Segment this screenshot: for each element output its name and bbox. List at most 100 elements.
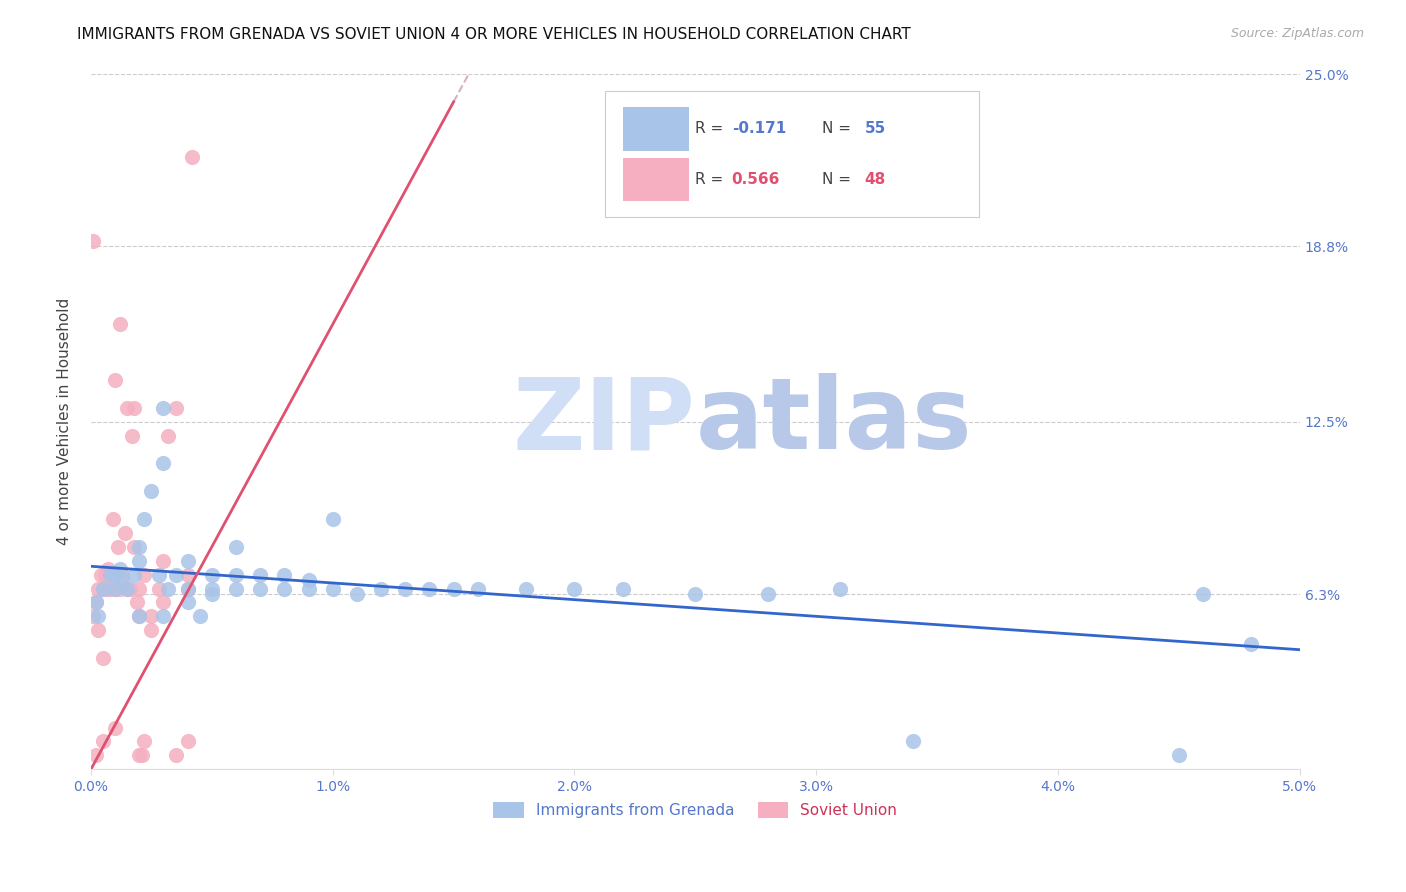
Point xyxy=(225,540,247,554)
Text: -0.171: -0.171 xyxy=(731,120,786,136)
Point xyxy=(322,582,344,596)
Point xyxy=(394,582,416,596)
Point xyxy=(201,567,224,582)
Point xyxy=(346,587,368,601)
Point xyxy=(134,734,156,748)
Point xyxy=(322,512,344,526)
Point xyxy=(115,582,138,596)
Point xyxy=(181,151,204,165)
Point xyxy=(141,484,163,499)
Point xyxy=(108,318,131,332)
Point xyxy=(297,582,319,596)
Text: 48: 48 xyxy=(865,172,886,187)
Point xyxy=(612,582,634,596)
Point xyxy=(104,582,127,596)
Point xyxy=(273,582,295,596)
Point xyxy=(273,567,295,582)
Point xyxy=(128,609,150,624)
Point xyxy=(111,573,134,587)
Point xyxy=(134,512,156,526)
Point xyxy=(84,595,107,609)
Point xyxy=(370,582,392,596)
Text: N =: N = xyxy=(823,172,856,187)
Point xyxy=(87,582,110,596)
Point xyxy=(297,573,319,587)
Point xyxy=(176,582,198,596)
Point xyxy=(901,734,924,748)
Point xyxy=(128,554,150,568)
Point xyxy=(141,609,163,624)
Point xyxy=(121,428,143,442)
Point xyxy=(1192,587,1215,601)
Point xyxy=(176,582,198,596)
Point xyxy=(685,587,707,601)
Point xyxy=(97,582,120,596)
Point xyxy=(418,582,440,596)
Point xyxy=(152,401,174,415)
Point xyxy=(84,748,107,763)
Point xyxy=(128,609,150,624)
Point xyxy=(107,540,129,554)
Point xyxy=(104,373,127,387)
Point xyxy=(176,567,198,582)
Point xyxy=(124,567,146,582)
Point xyxy=(165,401,187,415)
Point xyxy=(131,748,153,763)
Point xyxy=(104,567,127,582)
Point xyxy=(152,456,174,470)
Point xyxy=(97,562,120,576)
FancyBboxPatch shape xyxy=(623,107,689,151)
Point xyxy=(564,582,586,596)
Point xyxy=(148,567,170,582)
Point xyxy=(90,567,112,582)
Point xyxy=(756,587,779,601)
Text: R =: R = xyxy=(696,172,728,187)
Point xyxy=(128,540,150,554)
Point xyxy=(157,582,180,596)
Point xyxy=(128,748,150,763)
Point xyxy=(91,582,114,596)
Point xyxy=(98,567,121,582)
Point xyxy=(124,401,146,415)
Point xyxy=(91,734,114,748)
Text: atlas: atlas xyxy=(696,373,972,470)
Point xyxy=(111,567,134,582)
Point xyxy=(115,582,138,596)
Point xyxy=(467,582,489,596)
Point xyxy=(176,734,198,748)
Point xyxy=(134,567,156,582)
Y-axis label: 4 or more Vehicles in Household: 4 or more Vehicles in Household xyxy=(58,298,72,545)
Text: R =: R = xyxy=(696,120,728,136)
Point xyxy=(443,582,465,596)
Legend: Immigrants from Grenada, Soviet Union: Immigrants from Grenada, Soviet Union xyxy=(488,796,904,824)
Point xyxy=(124,540,146,554)
Point xyxy=(157,428,180,442)
Point xyxy=(98,582,121,596)
Point xyxy=(108,562,131,576)
Text: Source: ZipAtlas.com: Source: ZipAtlas.com xyxy=(1230,27,1364,40)
Point xyxy=(128,582,150,596)
Point xyxy=(141,624,163,638)
Text: 0.566: 0.566 xyxy=(731,172,780,187)
Point xyxy=(152,609,174,624)
Point xyxy=(148,582,170,596)
Point xyxy=(1168,748,1191,763)
Point xyxy=(515,582,537,596)
Point xyxy=(101,512,124,526)
Text: 55: 55 xyxy=(865,120,886,136)
Text: N =: N = xyxy=(823,120,856,136)
Point xyxy=(87,624,110,638)
Point xyxy=(249,582,271,596)
Point xyxy=(165,567,187,582)
Point xyxy=(188,609,211,624)
Point xyxy=(152,595,174,609)
Point xyxy=(115,401,138,415)
Text: IMMIGRANTS FROM GRENADA VS SOVIET UNION 4 OR MORE VEHICLES IN HOUSEHOLD CORRELAT: IMMIGRANTS FROM GRENADA VS SOVIET UNION … xyxy=(77,27,911,42)
Point xyxy=(201,582,224,596)
FancyBboxPatch shape xyxy=(623,158,689,202)
Point xyxy=(176,554,198,568)
Point xyxy=(91,582,114,596)
Point xyxy=(225,567,247,582)
Point xyxy=(1240,637,1263,651)
Point xyxy=(176,595,198,609)
